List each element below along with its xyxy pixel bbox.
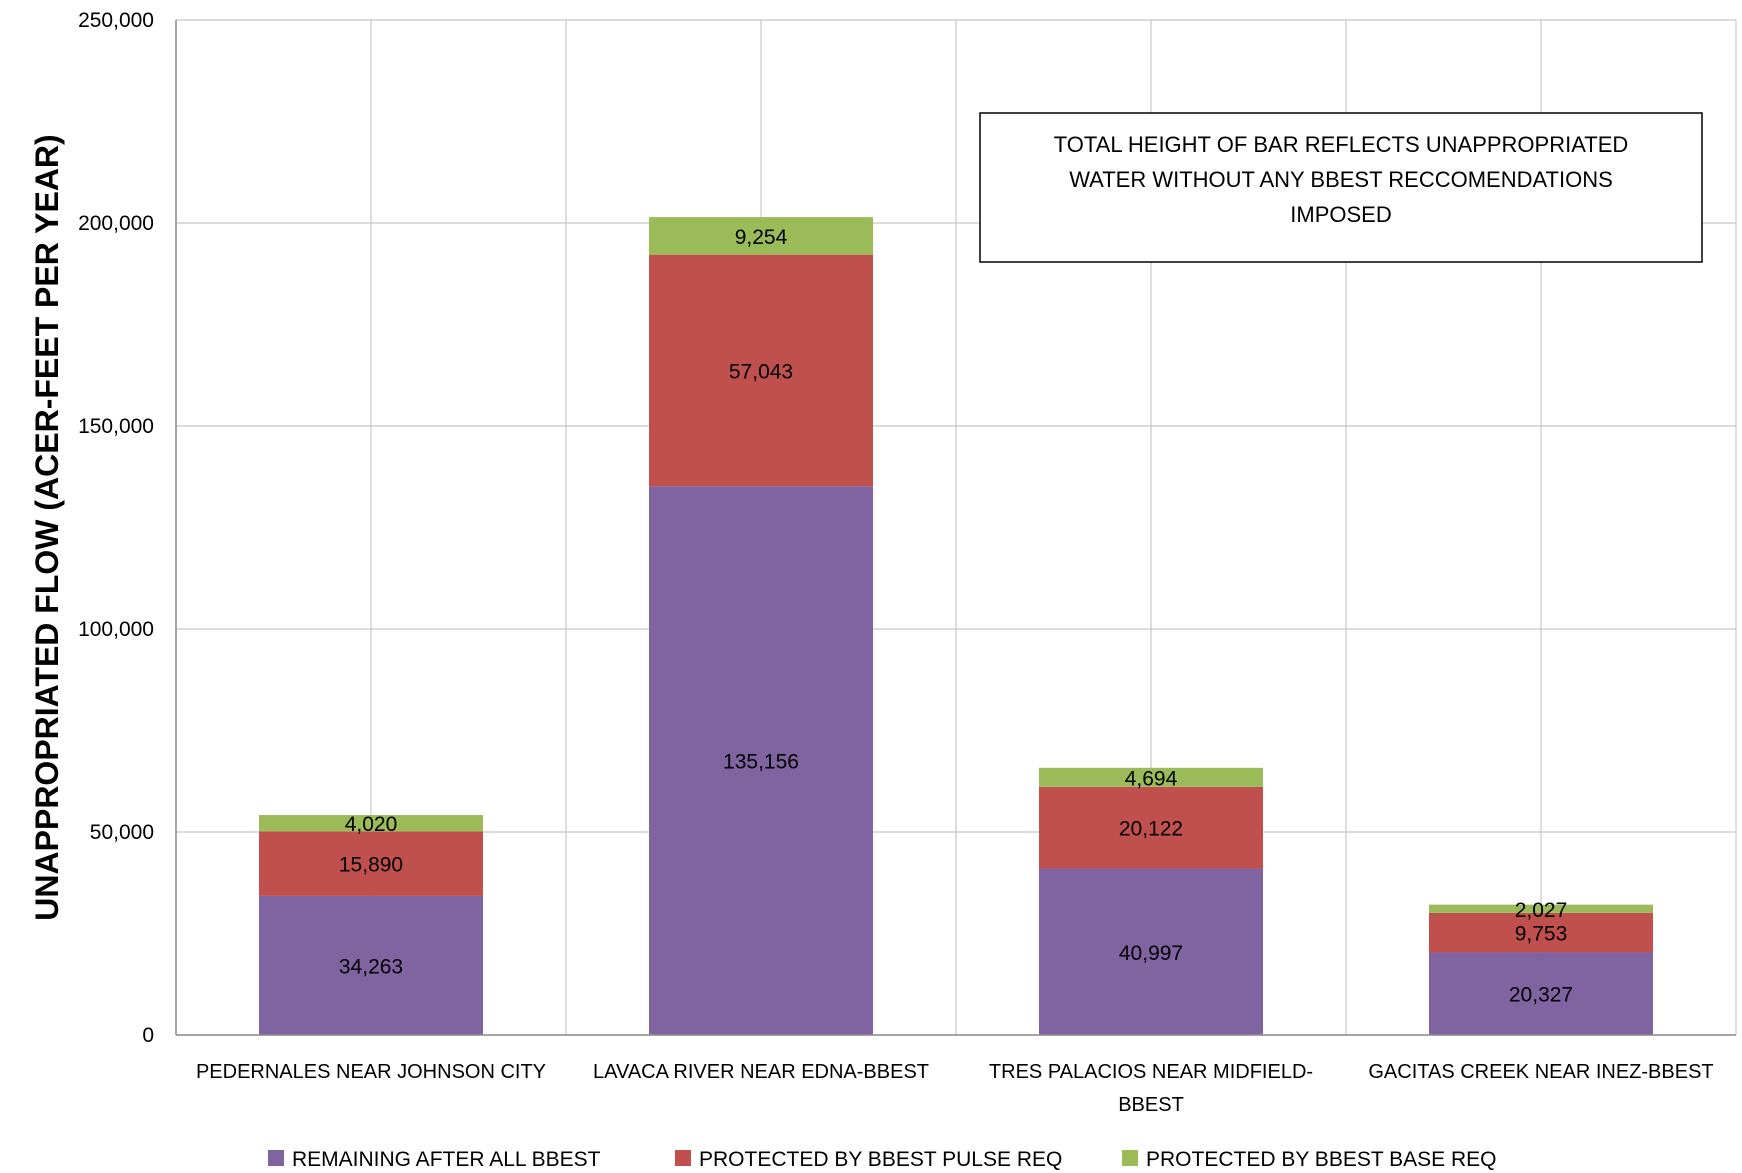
bar-segment (1429, 952, 1653, 1035)
y-tick-label: 0 (142, 1024, 154, 1047)
bar-segment (649, 254, 873, 487)
bar-segment (1429, 912, 1653, 953)
y-tick-label: 250,000 (78, 9, 154, 32)
bar-segment (1039, 767, 1263, 787)
bar-segment (1429, 904, 1653, 913)
annotation-text: WATER WITHOUT ANY BBEST RECCOMENDATIONS (1069, 167, 1613, 192)
data-label: 40,997 (1119, 942, 1183, 965)
x-category-label: TRES PALACIOS NEAR MIDFIELD- (989, 1061, 1313, 1083)
legend-label: PROTECTED BY BBEST PULSE REQ (699, 1148, 1062, 1171)
bar-segment (649, 217, 873, 255)
legend-label: PROTECTED BY BBEST BASE REQ (1146, 1148, 1497, 1171)
annotation-text: IMPOSED (1290, 202, 1391, 227)
data-label: 4,020 (345, 813, 398, 836)
annotation-text: TOTAL HEIGHT OF BAR REFLECTS UNAPPROPRIA… (1054, 132, 1629, 157)
y-tick-label: 150,000 (78, 415, 154, 438)
legend-swatch (675, 1150, 691, 1166)
data-label: 57,043 (729, 360, 793, 383)
bar-segment (1039, 868, 1263, 1035)
x-category-label: LAVACA RIVER NEAR EDNA-BBEST (593, 1061, 929, 1083)
y-tick-label: 100,000 (78, 618, 154, 641)
legend-swatch (1122, 1150, 1138, 1166)
x-category-label: GACITAS CREEK NEAR INEZ-BBEST (1368, 1061, 1713, 1083)
data-label: 15,890 (339, 854, 403, 877)
data-label: 34,263 (339, 955, 403, 978)
annotation-box (979, 112, 1703, 263)
y-axis-title: UNAPPROPRIATED FLOW (ACER-FEET PER YEAR) (29, 134, 65, 920)
y-tick-label: 50,000 (90, 821, 154, 844)
bar-segment (649, 486, 873, 1036)
data-label: 9,753 (1515, 923, 1568, 946)
data-label: 20,122 (1119, 818, 1183, 841)
legend-label: REMAINING AFTER ALL BBEST (292, 1148, 601, 1171)
data-label: 9,254 (735, 226, 788, 249)
data-label: 135,156 (723, 751, 799, 774)
bar-segment (259, 831, 483, 896)
data-label: 20,327 (1509, 984, 1573, 1007)
data-label: 2,027 (1515, 899, 1568, 922)
bar-segment (1039, 786, 1263, 869)
data-label: 4,694 (1125, 767, 1178, 790)
legend-swatch (268, 1150, 284, 1166)
bar-segment (259, 815, 483, 832)
x-category-label: PEDERNALES NEAR JOHNSON CITY (196, 1061, 546, 1083)
x-category-label: BBEST (1118, 1094, 1184, 1116)
bar-segment (259, 895, 483, 1035)
y-tick-label: 200,000 (78, 212, 154, 235)
